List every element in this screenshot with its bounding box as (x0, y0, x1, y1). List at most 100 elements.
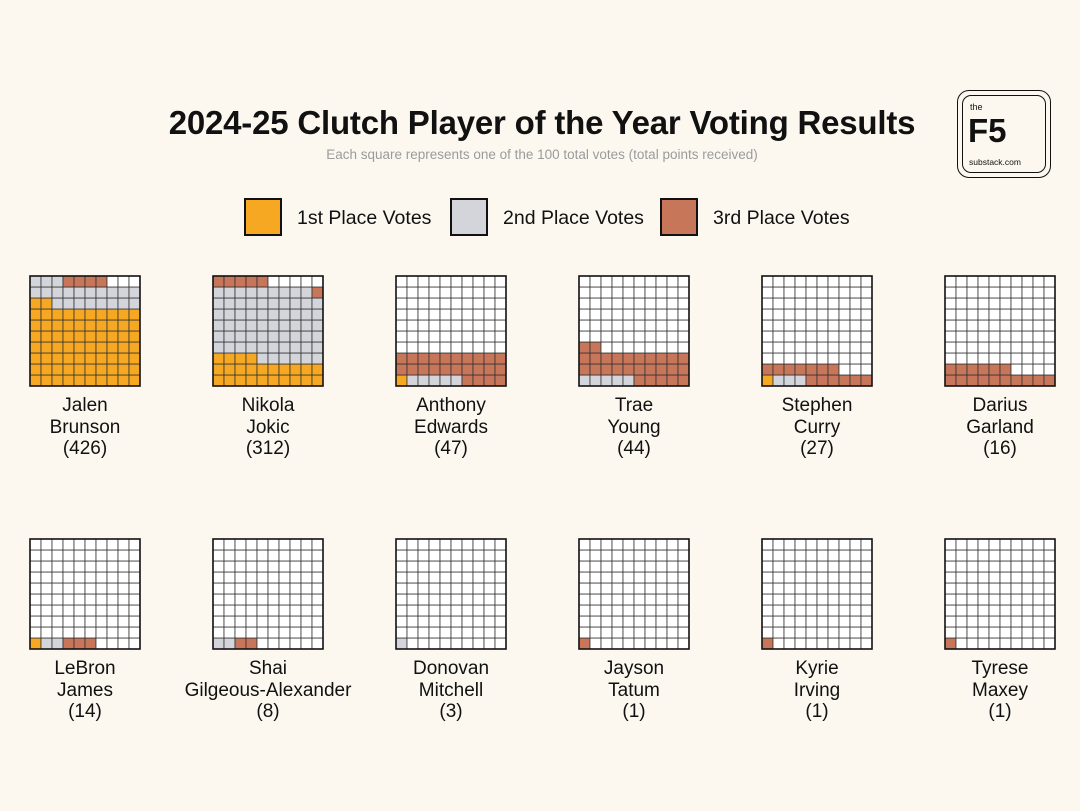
waffle-cell-empty (406, 275, 419, 288)
waffle-cell-empty (966, 297, 979, 310)
waffle-cell-empty (428, 615, 441, 628)
player-first-name: Shai (248, 658, 288, 679)
waffle-cell-empty (611, 275, 624, 288)
waffle-cell-empty (461, 615, 474, 628)
waffle-cell-empty (794, 341, 807, 354)
waffle-cell-empty (977, 604, 990, 617)
waffle-cell-second (278, 297, 291, 310)
waffle-cell-empty (289, 275, 302, 288)
waffle-cell-empty (472, 330, 485, 343)
waffle-cell-empty (966, 593, 979, 606)
waffle-cell-empty (472, 549, 485, 562)
waffle-cell-empty (644, 308, 657, 321)
waffle-cell-second (267, 330, 280, 343)
waffle-cell-empty (633, 275, 646, 288)
waffle-cell-empty (1010, 363, 1023, 376)
waffle-cell-empty (1010, 538, 1023, 551)
waffle-cell-empty (772, 352, 785, 365)
waffle-chart (761, 275, 873, 387)
waffle-cell-empty (589, 319, 602, 332)
waffle-cell-empty (62, 571, 75, 584)
waffle-cell-empty (589, 615, 602, 628)
waffle-cell-empty (633, 637, 646, 650)
waffle-cell-empty (611, 604, 624, 617)
waffle-cell-empty (977, 341, 990, 354)
waffle-cell-empty (1021, 341, 1034, 354)
waffle-cell-empty (644, 615, 657, 628)
waffle-cell-empty (461, 604, 474, 617)
waffle-cell-empty (84, 571, 97, 584)
waffle-cell-first (117, 363, 130, 376)
logo-frame: the F5 substack.com (962, 95, 1046, 173)
waffle-cell-empty (223, 615, 236, 628)
waffle-cell-empty (300, 571, 313, 584)
waffle-cell-empty (106, 549, 119, 562)
waffle-cell-empty (772, 275, 785, 288)
waffle-cell-first (95, 308, 108, 321)
waffle-cell-empty (999, 615, 1012, 628)
waffle-cell-empty (494, 626, 507, 639)
waffle-cell-empty (106, 615, 119, 628)
waffle-border (944, 275, 1056, 387)
waffle-cell-empty (644, 297, 657, 310)
waffle-cell-second (311, 319, 324, 332)
waffle-cell-empty (816, 549, 829, 562)
waffle-cell-empty (311, 538, 324, 551)
waffle-cell-empty (300, 549, 313, 562)
waffle-cell-empty (245, 582, 258, 595)
waffle-cell-first (212, 352, 225, 365)
waffle-cell-empty (234, 626, 247, 639)
waffle-cell-empty (51, 571, 64, 584)
waffle-cell-empty (245, 560, 258, 573)
waffle-cell-empty (772, 626, 785, 639)
waffle-cell-third (494, 363, 507, 376)
player-label: Trae Young (44) (544, 395, 724, 460)
waffle-cell-empty (794, 319, 807, 332)
waffle-cell-empty (999, 571, 1012, 584)
waffle-cell-empty (944, 275, 957, 288)
waffle-cell-empty (622, 330, 635, 343)
player-points: (16) (983, 438, 1017, 459)
waffle-cell-first (223, 352, 236, 365)
waffle-cell-empty (977, 560, 990, 573)
waffle-cell-empty (805, 538, 818, 551)
waffle-cell-first (73, 341, 86, 354)
waffle-cell-empty (212, 593, 225, 606)
waffle-cell-empty (578, 308, 591, 321)
waffle-cell-second (212, 319, 225, 332)
waffle-cell-empty (256, 626, 269, 639)
waffle-cell-empty (816, 538, 829, 551)
waffle-cell-third (62, 637, 75, 650)
waffle-cell-second (772, 374, 785, 387)
player-label: Shai Gilgeous-Alexander (8) (178, 658, 358, 723)
waffle-cell-empty (772, 286, 785, 299)
waffle-cell-empty (816, 297, 829, 310)
waffle-cell-empty (289, 626, 302, 639)
waffle-cell-empty (1010, 297, 1023, 310)
waffle-cell-empty (988, 560, 1001, 573)
waffle-cell-empty (666, 615, 679, 628)
waffle-cell-empty (838, 626, 851, 639)
waffle-cell-first (245, 363, 258, 376)
waffle-cell-second (95, 297, 108, 310)
waffle-cell-empty (128, 549, 141, 562)
waffle-cell-empty (794, 615, 807, 628)
waffle-chart (944, 538, 1056, 650)
waffle-cell-empty (1032, 626, 1045, 639)
waffle-cell-empty (666, 549, 679, 562)
waffle-cell-empty (406, 538, 419, 551)
waffle-cell-empty (955, 582, 968, 595)
waffle-cell-empty (677, 319, 690, 332)
waffle-cell-empty (494, 571, 507, 584)
waffle-cell-empty (494, 615, 507, 628)
waffle-cell-empty (128, 604, 141, 617)
waffle-cell-third (461, 374, 474, 387)
waffle-cell-empty (677, 538, 690, 551)
waffle-cell-second (51, 275, 64, 288)
waffle-cell-empty (494, 593, 507, 606)
waffle-cell-empty (472, 615, 485, 628)
waffle-cell-third (827, 374, 840, 387)
waffle-chart (761, 538, 873, 650)
waffle-cell-first (95, 341, 108, 354)
waffle-cell-empty (794, 560, 807, 573)
